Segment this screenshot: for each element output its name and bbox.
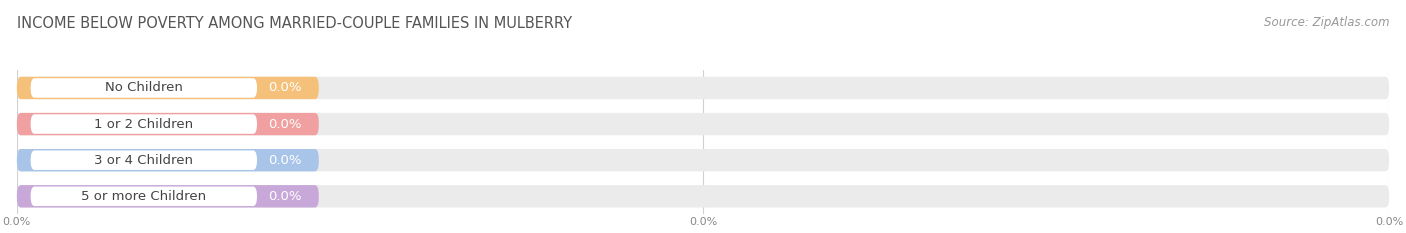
FancyBboxPatch shape [31, 151, 257, 170]
Text: No Children: No Children [105, 82, 183, 94]
FancyBboxPatch shape [17, 149, 1389, 171]
Text: INCOME BELOW POVERTY AMONG MARRIED-COUPLE FAMILIES IN MULBERRY: INCOME BELOW POVERTY AMONG MARRIED-COUPL… [17, 16, 572, 31]
FancyBboxPatch shape [31, 78, 257, 98]
Text: 5 or more Children: 5 or more Children [82, 190, 207, 203]
Text: 0.0%: 0.0% [267, 118, 301, 130]
Text: 0.0%: 0.0% [267, 154, 301, 167]
FancyBboxPatch shape [31, 114, 257, 134]
FancyBboxPatch shape [17, 185, 319, 208]
Text: Source: ZipAtlas.com: Source: ZipAtlas.com [1264, 16, 1389, 29]
Text: 0.0%: 0.0% [267, 190, 301, 203]
Text: 3 or 4 Children: 3 or 4 Children [94, 154, 193, 167]
FancyBboxPatch shape [17, 113, 319, 135]
FancyBboxPatch shape [17, 113, 1389, 135]
FancyBboxPatch shape [17, 77, 1389, 99]
FancyBboxPatch shape [31, 187, 257, 206]
Text: 0.0%: 0.0% [267, 82, 301, 94]
FancyBboxPatch shape [17, 77, 319, 99]
FancyBboxPatch shape [17, 185, 1389, 208]
Text: 1 or 2 Children: 1 or 2 Children [94, 118, 194, 130]
FancyBboxPatch shape [17, 149, 319, 171]
